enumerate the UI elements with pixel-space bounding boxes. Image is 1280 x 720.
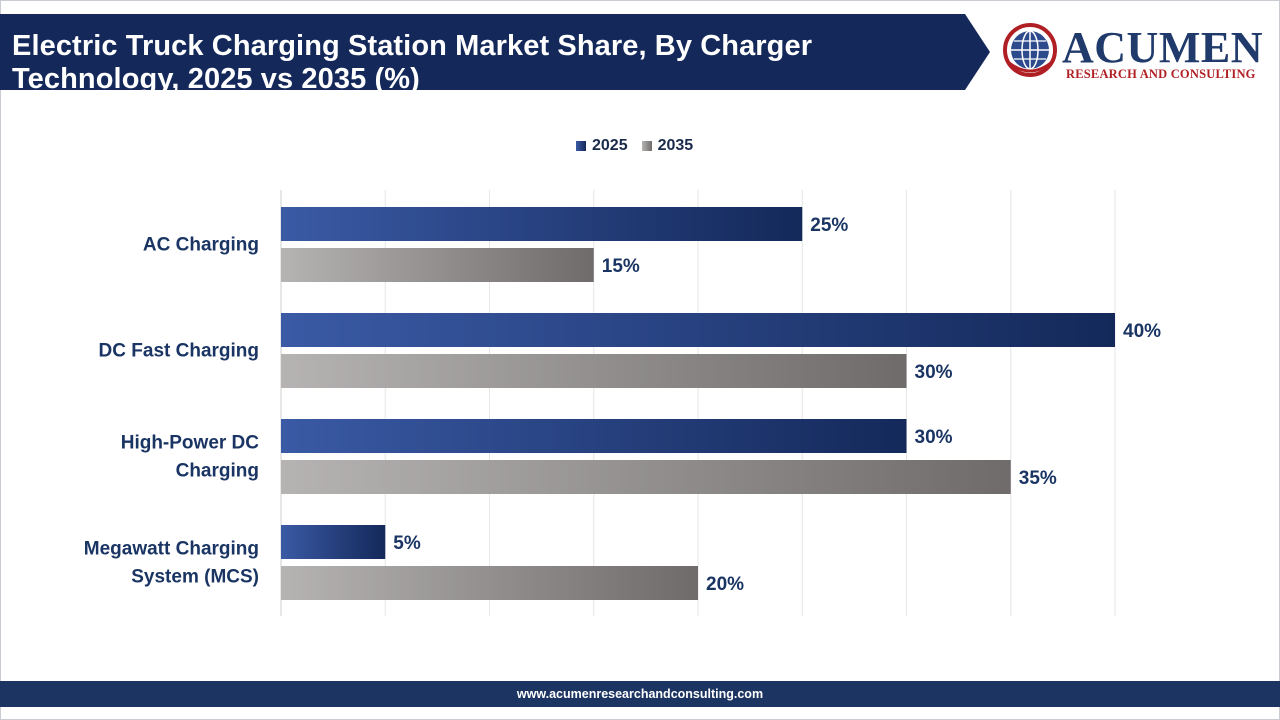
bar-chart: AC Charging DC Fast Charging High-Power DC… [84, 190, 1161, 616]
chart-legend: 2025 2035 [576, 136, 693, 156]
bar-2025 [281, 207, 803, 241]
category-label: DC Fast Charging [99, 341, 259, 362]
bar-2025 [281, 313, 1115, 347]
data-label: 40% [1123, 321, 1161, 342]
legend-swatch-2035 [641, 141, 652, 151]
footer-url: www.acumenresearchandconsulting.com [516, 687, 764, 701]
bar-2025 [281, 525, 386, 559]
category-label: AC Charging [143, 235, 259, 256]
data-label: 25% [810, 215, 848, 236]
globe-icon [1003, 23, 1057, 77]
title-banner-shape [0, 14, 990, 90]
legend-item-2025: 2025 [576, 137, 628, 155]
company-logo: ACUMEN RESEARCH AND CONSULTING [1002, 22, 1272, 84]
data-label: 30% [915, 362, 953, 383]
bar-2035 [281, 354, 907, 388]
title-banner: Electric Truck Charging Station Market S… [0, 14, 992, 95]
chart-title-line-2: Technology, 2025 vs 2035 (%) [12, 63, 420, 95]
data-label: 5% [393, 533, 421, 554]
legend-label-2025: 2025 [592, 137, 628, 154]
bar-2035 [281, 566, 698, 600]
data-label: 20% [706, 574, 744, 595]
chart-title-line-1: Electric Truck Charging Station Market S… [12, 30, 813, 62]
category-label: High-Power DC Charging [121, 433, 260, 482]
legend-item-2035: 2035 [641, 137, 694, 155]
logo-tagline: RESEARCH AND CONSULTING [1066, 67, 1256, 81]
logo-wordmark: ACUMEN [1062, 23, 1263, 72]
bar-2035 [281, 460, 1011, 494]
footer-bar: www.acumenresearchandconsulting.com [0, 681, 1280, 707]
data-label: 15% [602, 256, 640, 277]
data-label: 35% [1019, 468, 1057, 489]
legend-swatch-2025 [576, 141, 586, 151]
legend-label-2035: 2035 [657, 137, 694, 154]
data-label: 30% [915, 427, 953, 448]
bar-2035 [281, 248, 594, 282]
bar-2025 [281, 419, 907, 453]
chart-title: Electric Truck Charging Station Market S… [12, 30, 952, 96]
category-label: Megawatt Charging System (MCS) [84, 539, 259, 588]
